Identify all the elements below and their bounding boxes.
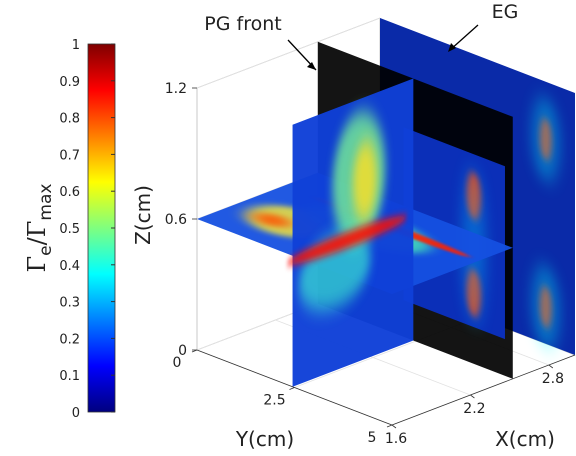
colorbar-label: Γe/Γmax <box>23 184 56 273</box>
label-part: Γ <box>23 221 51 238</box>
colorbar-tick-label: 0.4 <box>59 259 80 274</box>
z-axis-label: Z(cm) <box>131 185 155 245</box>
label-part: max <box>36 184 56 221</box>
colorbar-tick-label: 0.2 <box>59 332 80 347</box>
z-tick-label: 1.2 <box>165 81 187 97</box>
colorbar-tick-label: 0.6 <box>59 185 80 200</box>
x-tick-label: 1.6 <box>385 431 407 447</box>
axis-line <box>196 349 393 426</box>
arrow-head <box>448 43 456 52</box>
x-tick <box>470 394 475 399</box>
colorbar-tick-label: 1 <box>72 38 80 53</box>
x-tick-label: 2.2 <box>463 401 485 417</box>
labels: PG front EG Z(cm) Y(cm) X(cm) Γe/Γmax 00… <box>23 1 555 451</box>
heat-blob <box>253 213 291 228</box>
y-tick-label: 0 <box>173 355 182 371</box>
colorbar-tick-label: 0.1 <box>59 369 80 384</box>
label-part: e <box>36 245 56 255</box>
colorbar-tick-label: 0.8 <box>59 112 80 127</box>
heat-blob <box>286 215 408 265</box>
annotation: EG <box>492 1 519 23</box>
y-axis-label: Y(cm) <box>235 427 294 451</box>
x-axis-label: X(cm) <box>495 427 555 451</box>
y-tick-label: 2.5 <box>263 393 285 409</box>
y-tick-label: 5 <box>368 430 377 446</box>
y-tick <box>386 424 393 428</box>
grid-line <box>196 17 381 89</box>
annotation: PG front <box>204 13 281 35</box>
x-tick-label: 2.8 <box>542 371 564 387</box>
z-tick-label: 0 <box>178 343 187 359</box>
colorbar-tick-label: 0 <box>72 406 80 421</box>
x-tick <box>391 424 397 429</box>
colorbar-tick-label: 0.7 <box>59 148 80 163</box>
x-tick <box>548 364 554 369</box>
heat-blob <box>352 141 378 221</box>
colorbar <box>87 43 116 413</box>
heat-blob <box>532 97 560 182</box>
colorbar-tick-label: 0.3 <box>59 296 80 311</box>
colorbar-tick-label: 0.5 <box>59 222 80 237</box>
colorbar-tick-label: 0.9 <box>59 75 80 90</box>
arrow-head <box>307 62 316 70</box>
y-tick <box>191 349 198 353</box>
y-tick <box>289 387 295 390</box>
arrow <box>449 24 479 51</box>
z-tick-label: 0.6 <box>165 212 187 228</box>
scene: 0 0.6 1.2 0 2.5 5 1.6 2.2 2.8 <box>165 17 576 447</box>
heat-blob <box>532 264 560 350</box>
label-part: Γ <box>23 256 51 273</box>
slice <box>286 78 414 387</box>
axis-line <box>391 354 576 426</box>
label-part: / <box>23 236 51 245</box>
